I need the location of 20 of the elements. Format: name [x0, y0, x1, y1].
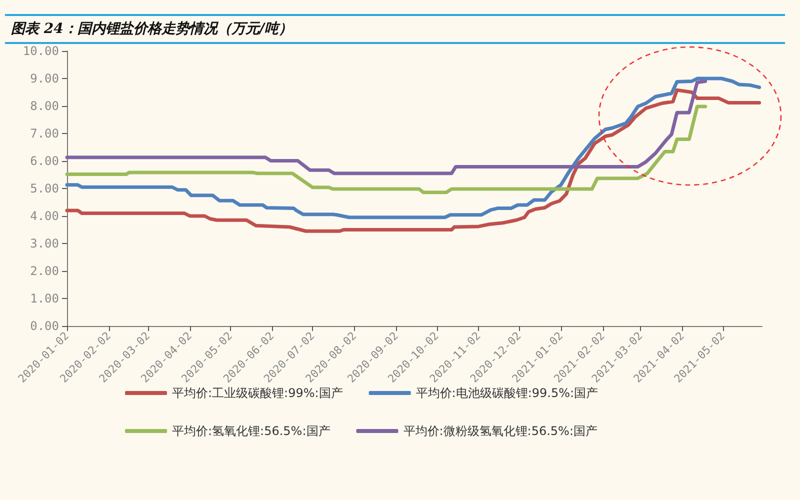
legend-label: 平均价:工业级碳酸锂:99%:国产: [172, 386, 343, 400]
y-tick-label: 9.00: [30, 72, 59, 86]
y-tick-label: 10.00: [22, 44, 59, 58]
y-tick-label: 2.00: [30, 264, 59, 278]
y-tick-label: 3.00: [30, 236, 59, 250]
legend-label: 平均价:微粉级氢氧化锂:56.5%:国产: [403, 424, 598, 438]
legend-label: 平均价:氢氧化锂:56.5%:国产: [172, 424, 330, 438]
line-series: [65, 76, 762, 220]
y-tick-label: 7.00: [30, 126, 59, 140]
line-series: [65, 80, 708, 176]
legend-label: 平均价:电池级碳酸锂:99.5%:国产: [416, 386, 598, 400]
y-tick-label: 5.00: [30, 182, 59, 196]
y-tick-label: 1.00: [30, 292, 59, 306]
y-tick-label: 0.00: [30, 319, 59, 333]
y-tick-label: 8.00: [30, 99, 59, 113]
chart-title: 图表 24：国内锂盐价格走势情况（万元/吨）: [11, 21, 292, 37]
line-series: [65, 88, 762, 233]
y-tick-label: 4.00: [30, 209, 59, 223]
line-series: [65, 104, 708, 194]
y-tick-label: 6.00: [30, 154, 59, 168]
